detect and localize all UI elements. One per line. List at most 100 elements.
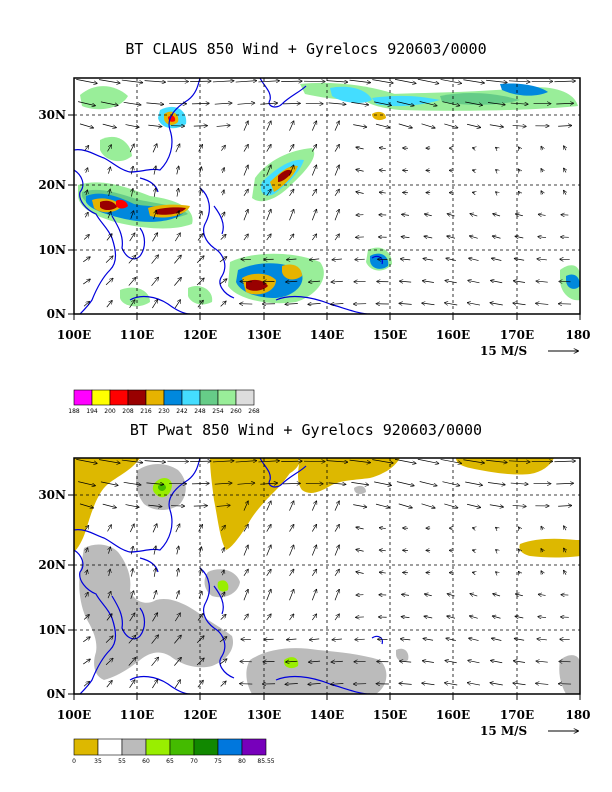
wind-vector [243,545,248,556]
colorbar-label: 60 [142,758,150,765]
wind-vector [541,571,543,574]
wind-vector [489,125,503,127]
wind-vector [258,81,279,82]
wind-vector [177,569,178,577]
wind-vector [266,614,271,621]
wind-vector [326,81,348,82]
colorbar-label: 80 [238,758,246,765]
wind-vector [356,572,364,574]
wind-vector [356,550,364,552]
colorbar-label: 0 [72,758,76,765]
top-x-tick-150e: 150E [373,328,407,342]
wind-vector [79,123,93,128]
wind-vector [129,300,135,308]
wind-vector [516,214,523,216]
wind-vector [446,638,456,640]
bottom-x-tick-110e: 110E [120,708,154,722]
bottom-x-tick-150e: 150E [373,708,407,722]
wind-vector [493,214,501,216]
wind-vector [128,635,136,644]
wind-vector [564,146,566,151]
wind-vector [243,189,248,196]
wind-vector [105,658,113,666]
wind-vector [541,147,543,150]
wind-vector [129,233,135,242]
colorbar-label: 242 [176,408,188,415]
wind-vector [308,683,321,684]
wind-vector [198,145,203,152]
top-x-tick-180: 180 [565,328,590,342]
wind-vector [289,234,293,241]
wind-vector [266,121,271,131]
wind-vector [401,259,411,260]
wind-vector [425,214,432,216]
wind-vector [266,589,271,601]
wind-vector [243,209,248,221]
bottom-wind-vectors [76,459,575,689]
wind-vector [285,683,298,684]
wind-vector [372,79,393,83]
wind-vector [356,147,364,149]
wind-vector [422,661,434,663]
wind-vector [401,237,410,238]
wind-vector [519,572,520,574]
wind-vector [510,483,528,484]
wind-vector [78,101,95,106]
wind-vector [76,459,97,463]
wind-vector [470,214,478,216]
wind-vector [154,568,155,577]
wind-vector [372,459,393,463]
wind-vector [266,545,271,556]
wind-vector [243,145,248,152]
wind-vector [469,258,479,260]
wind-vector [309,661,321,662]
wind-vector [260,483,277,484]
wind-vector [121,459,143,463]
wind-vector [473,148,475,149]
wind-vector [174,300,180,309]
wind-vector [564,571,566,575]
wind-vector [331,281,343,282]
top-y-tick-labels: 0N 10N 20N 30N [38,108,66,321]
wind-vector [353,124,366,128]
wind-vector [334,145,339,152]
wind-vector [514,661,526,663]
colorbar-label: 254 [212,408,224,415]
wind-vector [220,235,226,240]
wind-vector [283,483,300,484]
top-map-panel: 100E 110E 120E 130E 140E 150E 160E 170E … [38,77,591,415]
wind-vector [221,526,225,531]
wind-vector [190,461,211,462]
wind-vector [536,281,548,282]
wind-vector [519,549,520,551]
wind-vector [200,167,202,174]
wind-vector [266,165,271,176]
top-x-tick-110e: 110E [120,328,154,342]
wind-vector [108,167,110,174]
wind-vector [286,661,298,662]
wind-vector [421,503,435,508]
wind-vector [106,614,112,621]
wind-vector [424,236,433,238]
wind-vector [311,209,316,221]
top-colorbar: 188 194 200 208 216 230 242 248 254 260 268 [68,389,260,415]
wind-vector [332,639,342,640]
wind-vector [200,547,202,554]
wind-vector [556,483,573,484]
wind-vector [473,192,475,193]
colorbar-swatch [217,738,243,756]
colorbar-swatch [241,738,267,756]
wind-vector [243,501,248,511]
wind-vector [538,617,547,618]
wind-vector [380,170,386,171]
wind-vector [289,569,293,576]
wind-vector [105,636,113,643]
wind-vector [197,681,203,688]
wind-vector [395,79,416,83]
wind-vector [85,212,88,218]
colorbar-label: 216 [140,408,152,415]
wind-vector [508,81,530,82]
wind-vector [537,259,547,260]
wind-vector [99,459,120,463]
wind-vector [442,481,459,486]
